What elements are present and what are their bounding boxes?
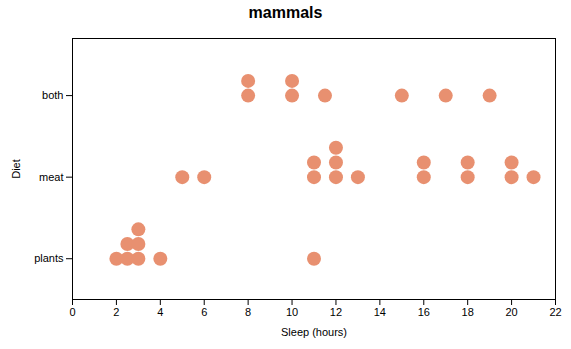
svg-text:0: 0	[69, 306, 75, 318]
svg-text:14: 14	[374, 306, 386, 318]
svg-text:Sleep (hours): Sleep (hours)	[281, 326, 347, 338]
svg-text:10: 10	[286, 306, 298, 318]
svg-text:plants: plants	[34, 252, 64, 264]
svg-text:16: 16	[418, 306, 430, 318]
svg-text:both: both	[42, 89, 63, 101]
svg-text:12: 12	[330, 306, 342, 318]
svg-text:18: 18	[462, 306, 474, 318]
svg-text:22: 22	[549, 306, 561, 318]
svg-text:8: 8	[245, 306, 251, 318]
svg-text:Diet: Diet	[10, 159, 22, 179]
svg-text:6: 6	[201, 306, 207, 318]
html-text:mammals: mammals	[248, 4, 323, 21]
svg-text:2: 2	[113, 306, 119, 318]
svg-text:4: 4	[157, 306, 163, 318]
svg-text:20: 20	[505, 306, 517, 318]
svg-text:meat: meat	[39, 171, 63, 183]
